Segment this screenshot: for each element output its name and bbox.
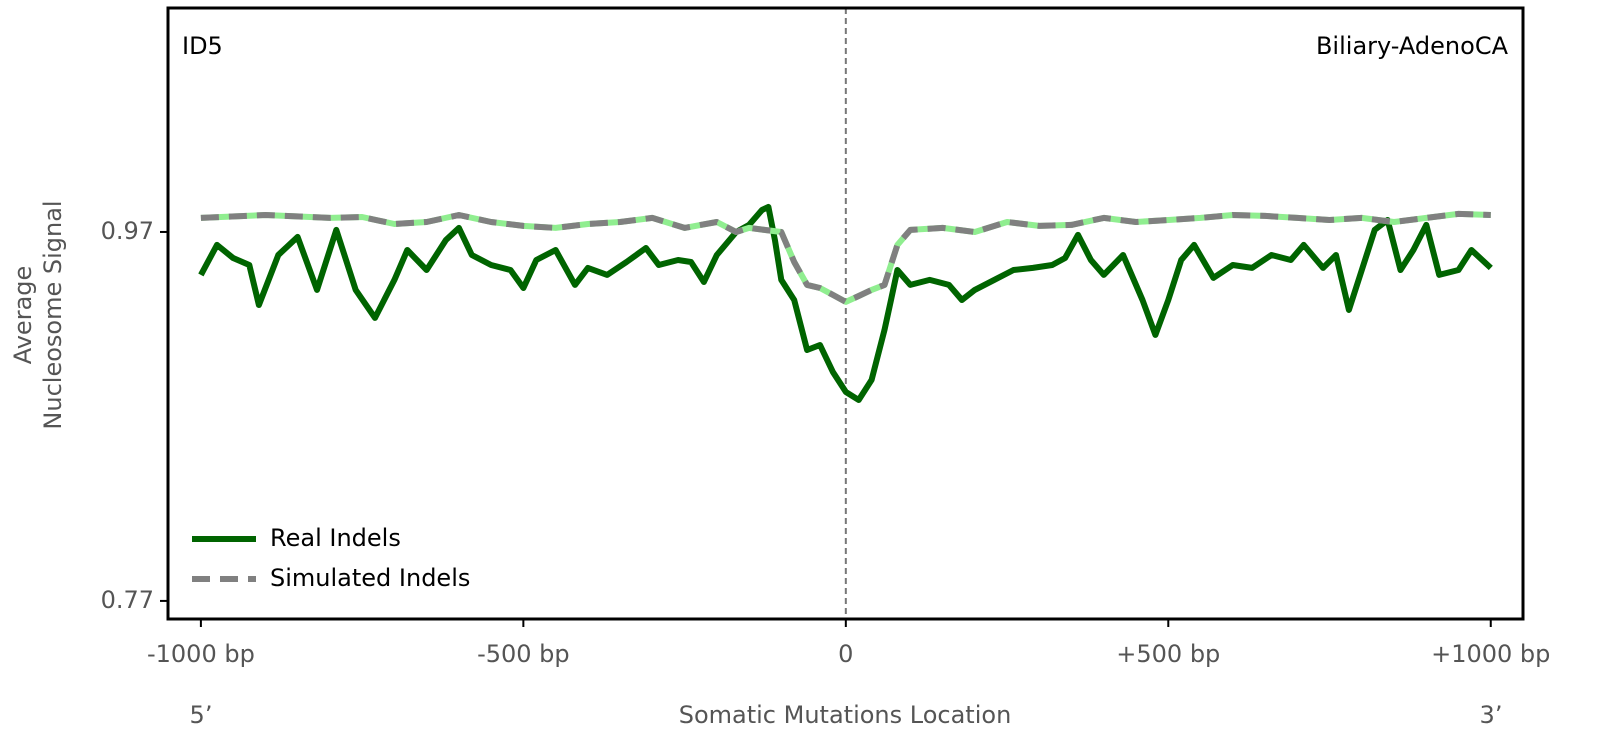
x-axis-label: Somatic Mutations Location — [679, 701, 1012, 729]
y-tick-label: 0.97 — [101, 217, 154, 245]
x-tick-label: +1000 bp — [1431, 640, 1550, 668]
x-tick-label: -1000 bp — [147, 640, 255, 668]
annotation: Biliary-AdenoCA — [1316, 32, 1509, 60]
y-axis-label: Nucleosome Signal — [39, 200, 67, 429]
legend-label: Real Indels — [270, 524, 401, 552]
x-tick-label: 0 — [838, 640, 853, 668]
y-axis-label: Average — [9, 266, 37, 365]
series-line — [200, 210, 1491, 305]
x-end-label: 5’ — [190, 701, 213, 729]
x-end-label: 3’ — [1480, 701, 1503, 729]
legend-label: Simulated Indels — [270, 564, 470, 592]
y-tick-label: 0.77 — [101, 586, 154, 614]
plot-frame — [166, 6, 1525, 621]
x-tick-label: +500 bp — [1116, 640, 1220, 668]
annotation: ID5 — [182, 32, 223, 60]
series-line — [198, 203, 1493, 403]
x-tick-label: -500 bp — [477, 640, 570, 668]
